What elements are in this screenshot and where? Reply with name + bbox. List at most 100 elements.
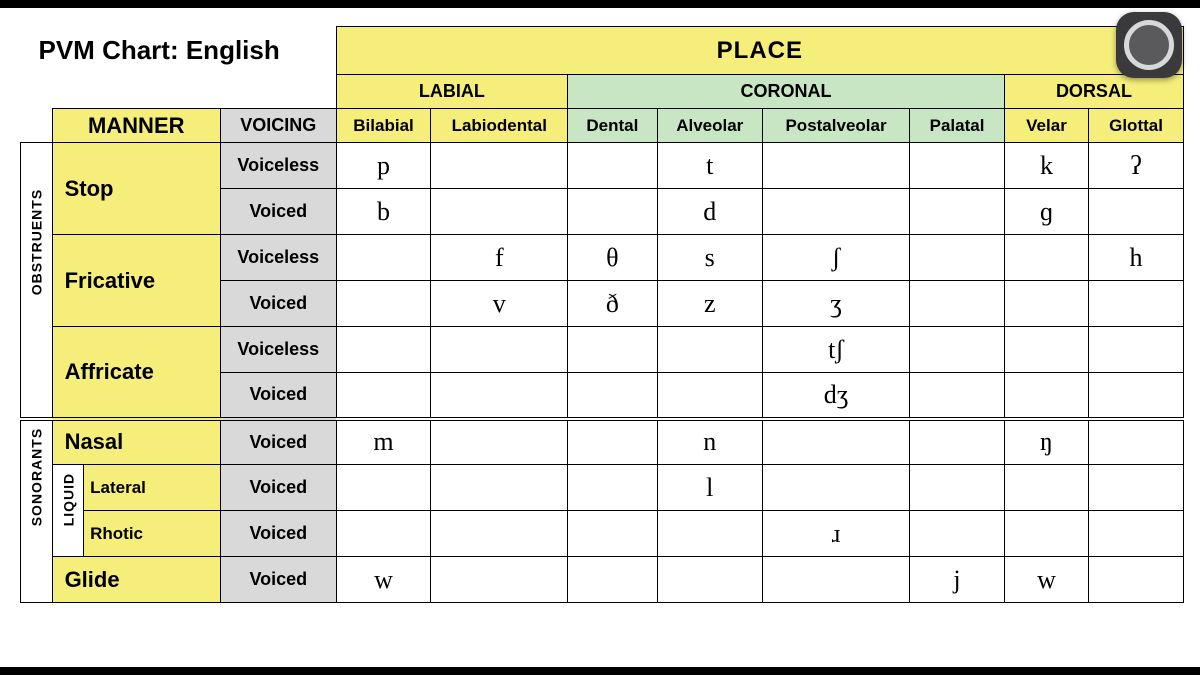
cell: θ <box>568 235 657 281</box>
cell <box>431 419 568 465</box>
chart-title: PVM Chart: English <box>21 27 337 75</box>
voicing-label: Voiced <box>220 373 336 419</box>
cell <box>762 143 909 189</box>
col-postalveolar: Postalveolar <box>762 109 909 143</box>
col-palatal: Palatal <box>910 109 1005 143</box>
cell: k <box>1004 143 1088 189</box>
cell: v <box>431 281 568 327</box>
manner-lateral: Lateral <box>84 465 221 511</box>
cell <box>910 419 1005 465</box>
cell: ʔ <box>1089 143 1184 189</box>
cell <box>1004 327 1088 373</box>
cell: b <box>336 189 431 235</box>
cell <box>568 373 657 419</box>
col-dental: Dental <box>568 109 657 143</box>
cell <box>336 281 431 327</box>
cell: l <box>657 465 762 511</box>
cell <box>1089 373 1184 419</box>
cell: w <box>1004 557 1088 603</box>
cell <box>431 143 568 189</box>
cell <box>336 327 431 373</box>
cell <box>568 189 657 235</box>
place-header: PLACE <box>336 27 1183 75</box>
cell <box>762 419 909 465</box>
voicing-label: Voiceless <box>220 235 336 281</box>
cell <box>1004 511 1088 557</box>
cell <box>910 511 1005 557</box>
manner-header: MANNER <box>52 109 220 143</box>
voicing-label: Voiced <box>220 511 336 557</box>
cell: ɹ <box>762 511 909 557</box>
voicing-label: Voiced <box>220 419 336 465</box>
cell: f <box>431 235 568 281</box>
voicing-label: Voiceless <box>220 327 336 373</box>
circle-icon <box>1124 20 1174 70</box>
col-bilabial: Bilabial <box>336 109 431 143</box>
cell: t <box>657 143 762 189</box>
cell <box>910 235 1005 281</box>
cell <box>910 373 1005 419</box>
cell <box>1089 327 1184 373</box>
cell: tʃ <box>762 327 909 373</box>
cell <box>1004 281 1088 327</box>
manner-glide: Glide <box>52 557 220 603</box>
cell: ð <box>568 281 657 327</box>
cell: p <box>336 143 431 189</box>
cell <box>657 511 762 557</box>
cell: w <box>336 557 431 603</box>
cell <box>568 511 657 557</box>
cell <box>336 373 431 419</box>
cell <box>1089 465 1184 511</box>
manner-nasal: Nasal <box>52 419 220 465</box>
cell <box>1089 281 1184 327</box>
cell <box>431 327 568 373</box>
manner-stop: Stop <box>52 143 220 235</box>
cell: ɡ <box>1004 189 1088 235</box>
cell <box>657 373 762 419</box>
cell <box>910 281 1005 327</box>
cell <box>1089 419 1184 465</box>
cell <box>431 465 568 511</box>
cell: s <box>657 235 762 281</box>
cell <box>336 511 431 557</box>
voicing-label: Voiced <box>220 189 336 235</box>
cell <box>657 557 762 603</box>
cell <box>568 143 657 189</box>
category-obstruents: OBSTRUENTS <box>21 143 53 419</box>
manner-fricative: Fricative <box>52 235 220 327</box>
cell <box>762 189 909 235</box>
cell <box>762 465 909 511</box>
cell <box>762 557 909 603</box>
cell <box>657 327 762 373</box>
cell <box>910 465 1005 511</box>
cell <box>431 189 568 235</box>
cell: d <box>657 189 762 235</box>
cell: n <box>657 419 762 465</box>
cell <box>1004 465 1088 511</box>
cell <box>336 465 431 511</box>
category-sonorants: SONORANTS <box>21 419 53 603</box>
assistive-touch-icon[interactable] <box>1116 12 1182 78</box>
cell: h <box>1089 235 1184 281</box>
voicing-label: Voiced <box>220 465 336 511</box>
voicing-header: VOICING <box>220 109 336 143</box>
pvm-chart-table: PVM Chart: English PLACE LABIAL CORONAL … <box>20 26 1184 603</box>
cell <box>1004 235 1088 281</box>
cell: j <box>910 557 1005 603</box>
cell <box>568 557 657 603</box>
cell <box>336 235 431 281</box>
cell <box>431 511 568 557</box>
col-labiodental: Labiodental <box>431 109 568 143</box>
cell <box>910 189 1005 235</box>
voicing-label: Voiceless <box>220 143 336 189</box>
group-coronal: CORONAL <box>568 75 1005 109</box>
cell: ʒ <box>762 281 909 327</box>
cell <box>568 327 657 373</box>
col-velar: Velar <box>1004 109 1088 143</box>
cell <box>431 557 568 603</box>
cell <box>910 143 1005 189</box>
group-dorsal: DORSAL <box>1004 75 1183 109</box>
voicing-label: Voiced <box>220 281 336 327</box>
cell: ʃ <box>762 235 909 281</box>
manner-rhotic: Rhotic <box>84 511 221 557</box>
